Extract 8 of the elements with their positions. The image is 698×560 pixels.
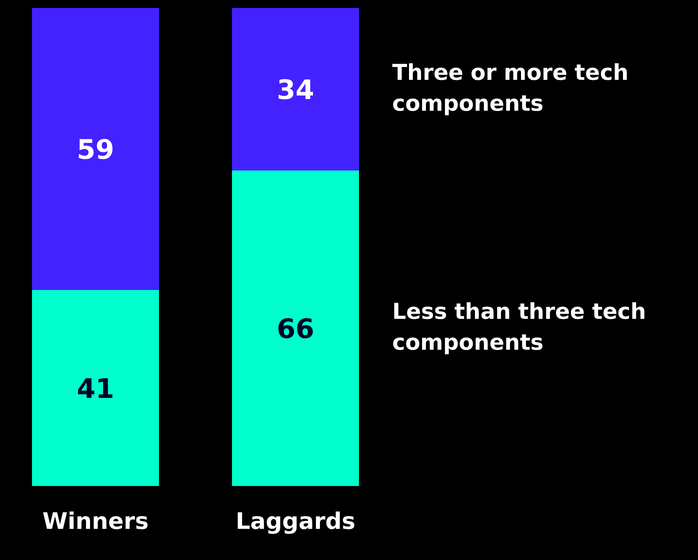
x-tick-label: Laggards [238,512,354,534]
data-label: 66 [278,318,313,338]
data-label: 34 [278,79,313,100]
series-label: Three or more tech components [392,63,627,116]
data-label: 59 [78,138,113,160]
data-label: 41 [78,378,112,398]
series-label: Less than three tech components [393,302,644,354]
x-tick-label: Winners [43,512,148,530]
